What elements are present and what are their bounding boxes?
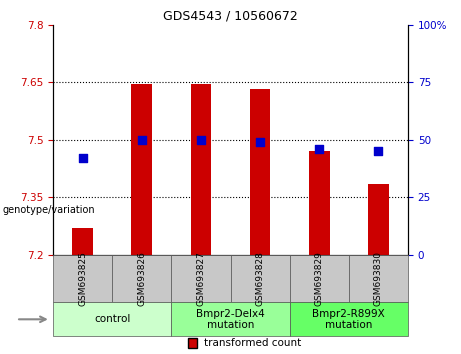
Bar <box>250 89 271 255</box>
Text: control: control <box>94 314 130 324</box>
Text: GSM693829: GSM693829 <box>315 251 324 306</box>
Bar <box>53 255 112 302</box>
Bar <box>112 255 171 302</box>
Bar <box>72 228 93 255</box>
Text: GSM693825: GSM693825 <box>78 251 87 306</box>
FancyBboxPatch shape <box>188 338 197 348</box>
Point <box>197 137 205 143</box>
Bar <box>309 152 330 255</box>
Point <box>79 155 86 161</box>
Point <box>138 137 145 143</box>
Point <box>256 139 264 145</box>
Point <box>315 146 323 152</box>
Text: GSM693830: GSM693830 <box>374 251 383 306</box>
Bar <box>230 255 290 302</box>
Text: GSM693827: GSM693827 <box>196 251 206 306</box>
Bar <box>53 302 171 336</box>
Text: genotype/variation: genotype/variation <box>2 205 95 215</box>
Bar <box>171 302 290 336</box>
Text: Bmpr2-Delx4
mutation: Bmpr2-Delx4 mutation <box>196 308 265 330</box>
Point <box>375 149 382 154</box>
Text: GSM693826: GSM693826 <box>137 251 146 306</box>
Title: GDS4543 / 10560672: GDS4543 / 10560672 <box>163 9 298 22</box>
Bar <box>290 302 408 336</box>
Bar <box>131 84 152 255</box>
Bar <box>171 255 230 302</box>
Bar <box>368 184 389 255</box>
Bar <box>349 255 408 302</box>
Text: GSM693828: GSM693828 <box>255 251 265 306</box>
Text: Bmpr2-R899X
mutation: Bmpr2-R899X mutation <box>313 308 385 330</box>
Bar <box>290 255 349 302</box>
Text: transformed count: transformed count <box>204 338 301 348</box>
Bar <box>190 84 211 255</box>
